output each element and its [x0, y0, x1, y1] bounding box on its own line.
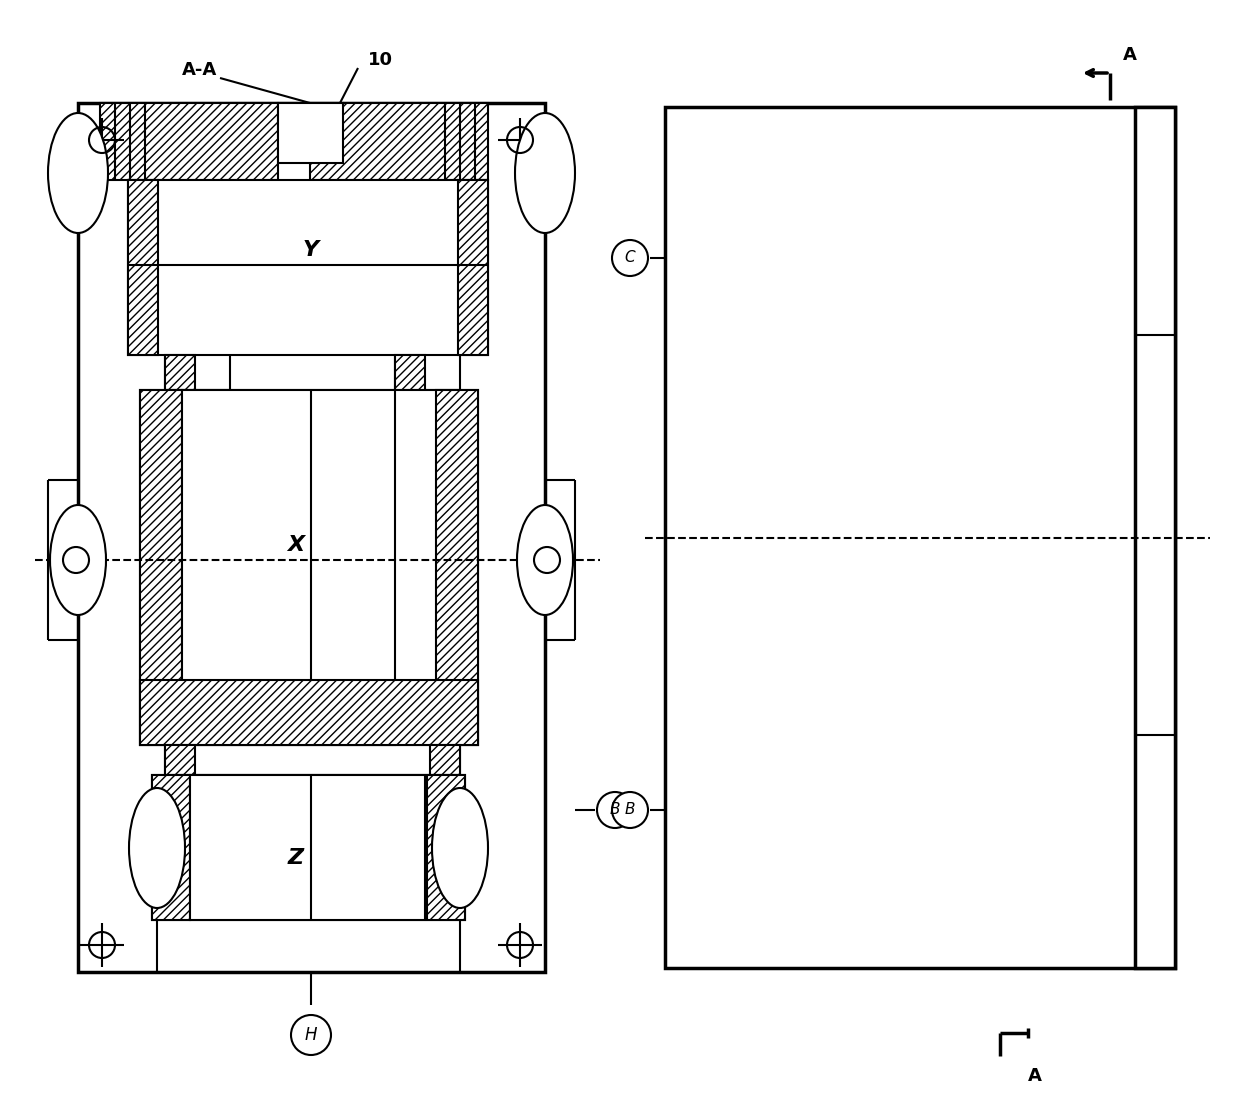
- Ellipse shape: [48, 113, 108, 233]
- Text: B: B: [625, 802, 635, 818]
- Bar: [153, 775, 465, 920]
- Circle shape: [291, 1015, 331, 1055]
- Bar: [665, 107, 1176, 968]
- Bar: [140, 680, 477, 745]
- Bar: [78, 103, 546, 972]
- Bar: [430, 745, 460, 775]
- Text: C: C: [625, 250, 635, 266]
- Bar: [100, 103, 278, 180]
- Bar: [128, 180, 157, 356]
- Ellipse shape: [515, 113, 575, 233]
- Ellipse shape: [517, 506, 573, 615]
- Bar: [128, 180, 489, 356]
- Bar: [153, 775, 190, 920]
- Bar: [427, 775, 465, 920]
- Circle shape: [613, 792, 649, 828]
- Ellipse shape: [432, 788, 489, 908]
- Text: A-A: A-A: [182, 61, 218, 79]
- Text: H: H: [305, 1025, 317, 1044]
- Bar: [190, 775, 425, 920]
- Bar: [165, 745, 195, 775]
- Bar: [182, 390, 396, 745]
- Circle shape: [613, 240, 649, 276]
- Bar: [310, 103, 489, 180]
- Bar: [436, 390, 477, 745]
- Bar: [278, 103, 343, 163]
- Bar: [458, 180, 489, 356]
- Text: Y: Y: [303, 240, 319, 260]
- Bar: [140, 390, 477, 745]
- Ellipse shape: [50, 506, 105, 615]
- Text: A: A: [1123, 46, 1137, 64]
- Bar: [396, 356, 425, 390]
- Bar: [165, 356, 195, 390]
- Text: B: B: [610, 802, 620, 818]
- Circle shape: [596, 792, 632, 828]
- Bar: [140, 390, 182, 745]
- Ellipse shape: [129, 788, 185, 908]
- Text: Z: Z: [288, 848, 304, 868]
- Text: X: X: [288, 536, 305, 556]
- Text: 10: 10: [367, 51, 393, 69]
- Bar: [1135, 107, 1176, 968]
- Text: A: A: [1028, 1067, 1042, 1085]
